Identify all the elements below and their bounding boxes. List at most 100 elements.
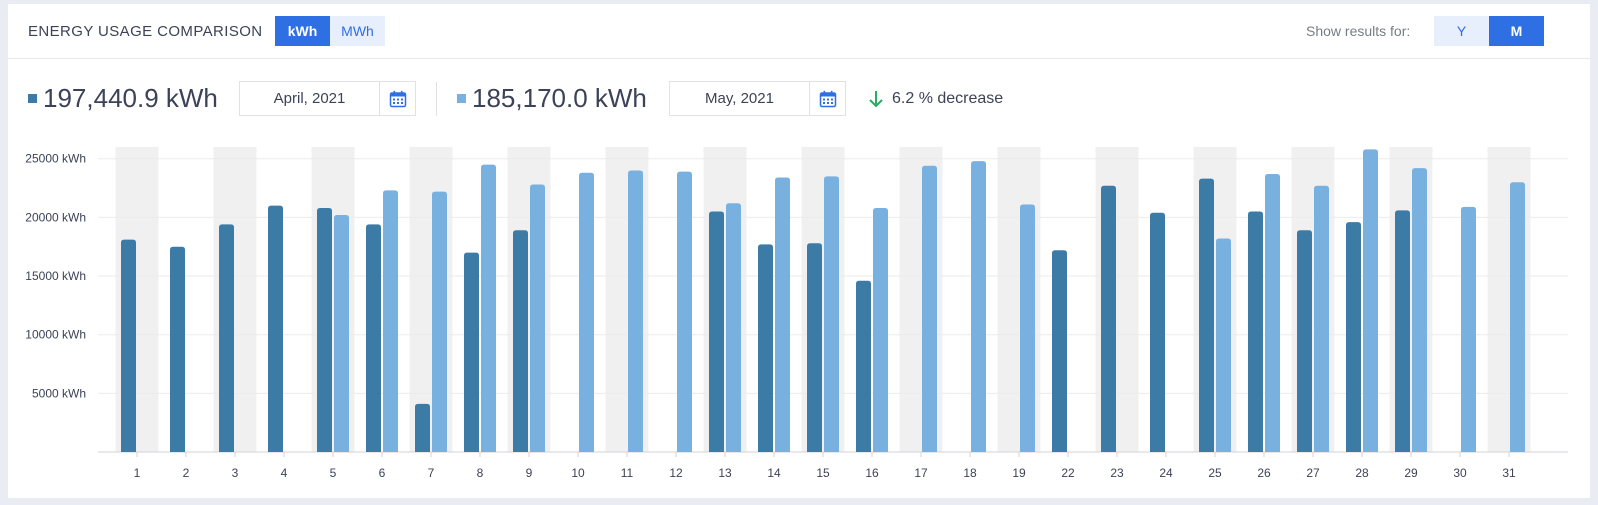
bar-series-b (628, 170, 643, 452)
unit-kwh-button[interactable]: kWh (275, 16, 330, 46)
bar-series-a (464, 252, 479, 452)
x-tick-label: 15 (816, 466, 830, 480)
bar-series-b (334, 215, 349, 452)
card-header: ENERGY USAGE COMPARISON kWh MWh Show res… (8, 4, 1590, 59)
period-toggle: Y M (1434, 16, 1544, 46)
bar-series-b (726, 203, 741, 452)
x-tick-label: 30 (1453, 466, 1467, 480)
bar-series-a (1248, 211, 1263, 452)
bar-series-a (317, 208, 332, 452)
bar-series-a (1199, 178, 1214, 452)
x-tick-label: 1 (134, 466, 141, 480)
bar-series-b (824, 176, 839, 453)
series-b-date-picker[interactable]: May, 2021 (669, 81, 846, 116)
bar-series-b (922, 165, 937, 452)
bar-series-b (481, 164, 496, 452)
y-tick-label: 15000 kWh (25, 269, 86, 283)
x-tick-label: 28 (1355, 466, 1369, 480)
x-tick-label: 11 (621, 466, 634, 480)
unit-mwh-button[interactable]: MWh (330, 16, 385, 46)
bar-series-a (170, 246, 185, 452)
x-tick-label: 10 (571, 466, 585, 480)
x-tick-label: 17 (914, 466, 928, 480)
bar-series-b (1314, 185, 1329, 452)
x-tick-label: 3 (232, 466, 239, 480)
bar-series-b (775, 177, 790, 452)
x-tick-label: 5 (330, 466, 337, 480)
bar-series-b (677, 171, 692, 452)
series-a-total: 197,440.9 kWh (43, 83, 218, 113)
x-tick-label: 18 (963, 466, 977, 480)
arrow-down-icon (869, 91, 883, 108)
y-tick-label: 25000 kWh (25, 152, 86, 166)
change-indicator: 6.2 % decrease (868, 90, 1003, 108)
bar-series-a (709, 211, 724, 452)
x-tick-label: 27 (1306, 466, 1320, 480)
period-year-button[interactable]: Y (1434, 16, 1489, 46)
bar-series-b (579, 172, 594, 453)
series-b-total: 185,170.0 kWh (472, 83, 647, 113)
bar-series-b (873, 208, 888, 452)
x-tick-label: 29 (1404, 466, 1418, 480)
bar-series-b (1363, 149, 1378, 452)
energy-bar-chart: 5000 kWh 10000 kWh 15000 kWh 20000 kWh 25000… (25, 147, 1568, 480)
x-tick-label: 6 (379, 466, 386, 480)
bar-series-a (121, 239, 136, 452)
unit-toggle: kWh MWh (275, 16, 385, 46)
bar-series-a (1052, 250, 1067, 452)
y-tick-label: 10000 kWh (25, 328, 86, 342)
x-tick-label: 8 (477, 466, 484, 480)
x-tick-label: 12 (669, 466, 683, 480)
bar-series-a (807, 243, 822, 452)
x-tick-label: 14 (767, 466, 781, 480)
change-text: 6.2 % decrease (892, 90, 1004, 107)
bar-series-b (530, 184, 545, 453)
calendar-icon[interactable] (379, 82, 415, 115)
x-tick-label: 13 (718, 466, 732, 480)
y-tick-label: 20000 kWh (25, 210, 86, 224)
bar-series-b (971, 161, 986, 453)
show-results-label: Show results for: (1306, 23, 1411, 39)
x-tick-label: 9 (526, 466, 533, 480)
summary-divider (436, 82, 437, 116)
x-tick-label: 22 (1061, 466, 1075, 480)
x-tick-label: 31 (1502, 466, 1516, 480)
x-tick-label: 24 (1159, 466, 1173, 480)
bar-series-b (1216, 238, 1231, 452)
bar-series-a (1395, 210, 1410, 452)
calendar-icon[interactable] (809, 82, 845, 115)
x-tick-label: 16 (865, 466, 879, 480)
series-a-swatch (28, 94, 37, 103)
x-tick-label: 2 (183, 466, 190, 480)
x-tick-label: 4 (281, 466, 288, 480)
bar-series-b (1461, 206, 1476, 452)
bar-series-b (432, 191, 447, 453)
page-title: ENERGY USAGE COMPARISON (28, 23, 263, 40)
bar-series-b (1412, 168, 1427, 452)
x-tick-label: 23 (1110, 466, 1124, 480)
series-a-date-value[interactable]: April, 2021 (273, 90, 346, 107)
series-b-date-value[interactable]: May, 2021 (705, 90, 774, 107)
series-b-swatch (457, 94, 466, 103)
bar-series-a (758, 244, 773, 452)
bar-series-a (1297, 230, 1312, 452)
bar-series-a (1101, 185, 1116, 452)
bar-series-a (268, 205, 283, 452)
x-tick-label: 7 (428, 466, 435, 480)
bar-series-b (383, 190, 398, 452)
x-tick-label: 19 (1012, 466, 1026, 480)
y-tick-label: 5000 kWh (32, 386, 86, 400)
bar-series-b (1265, 173, 1280, 452)
bar-series-b (1510, 182, 1525, 452)
period-month-button[interactable]: M (1489, 16, 1544, 46)
series-a-date-picker[interactable]: April, 2021 (239, 81, 416, 116)
bar-series-a (856, 280, 871, 452)
bar-series-a (219, 224, 234, 452)
x-tick-label: 25 (1208, 466, 1222, 480)
bar-series-a (513, 230, 528, 452)
energy-usage-card: ENERGY USAGE COMPARISON kWh MWh Show res… (8, 4, 1590, 498)
x-tick-label: 26 (1257, 466, 1271, 480)
bar-series-a (415, 403, 430, 452)
bar-series-a (366, 224, 381, 452)
bar-series-a (1150, 212, 1165, 452)
